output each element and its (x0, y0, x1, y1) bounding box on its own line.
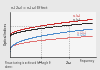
Text: Frequency: Frequency (80, 59, 95, 63)
Text: $n_o(2\omega)=n_e(\omega)$ Effect: $n_o(2\omega)=n_e(\omega)$ Effect (10, 4, 48, 12)
Text: $n_e(2\omega)$: $n_e(2\omega)$ (76, 29, 88, 37)
Text: Phase tuning is achieved for angle θ
where:: Phase tuning is achieved for angle θ whe… (5, 61, 50, 69)
Text: $n_e(\omega)$: $n_e(\omega)$ (72, 13, 82, 20)
Text: $n_o(2\omega)$: $n_o(2\omega)$ (76, 32, 88, 39)
Text: $n_o(\omega)$: $n_o(\omega)$ (72, 17, 82, 24)
Y-axis label: Optical Indices: Optical Indices (4, 23, 8, 45)
